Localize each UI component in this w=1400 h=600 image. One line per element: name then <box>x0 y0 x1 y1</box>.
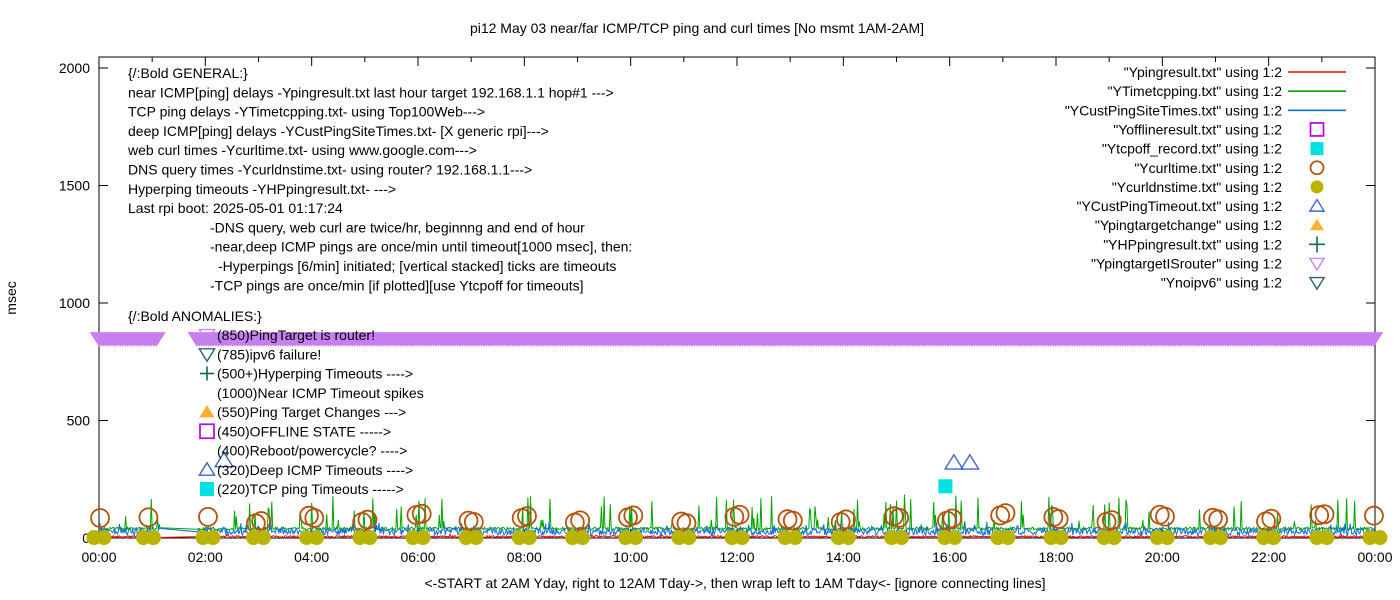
y-tick-label: 1000 <box>59 295 90 311</box>
anomaly-line: (450)OFFLINE STATE -----> <box>217 423 391 439</box>
x-tick-label: 08:00 <box>507 549 542 565</box>
general-line: web curl times -Ycurltime.txt- using www… <box>127 142 477 158</box>
legend-label: "Ycurltime.txt" using 1:2 <box>1134 160 1282 176</box>
filled-up-triangle-legend-icon <box>1309 218 1325 231</box>
Ycurldnstime.txt-points <box>86 530 1388 546</box>
chart-title: pi12 May 03 near/far ICMP/TCP ping and c… <box>470 20 924 36</box>
legend: "Ypingresult.txt" using 1:2 "YTimetcpping… <box>1065 64 1346 291</box>
x-tick-label: 00:00 <box>81 549 116 565</box>
open-up-triangle-legend-icon <box>1308 198 1326 212</box>
y-axis-title: msec <box>3 281 19 314</box>
x-tick-label: 10:00 <box>613 549 648 565</box>
legend-label: "YTimetcpping.txt" using 1:2 <box>1108 83 1283 99</box>
plus-legend-icon <box>1309 236 1325 253</box>
legend-label: "Yofflineresult.txt" using 1:2 <box>1113 121 1282 137</box>
anomaly-line: (220)TCP ping Timeouts -----> <box>217 481 404 497</box>
general-header: {/:Bold GENERAL:} <box>128 65 248 81</box>
x-tick-label: 04:00 <box>294 549 329 565</box>
anomalies-header: {/:Bold ANOMALIES:} <box>128 308 262 324</box>
x-tick-label: 22:00 <box>1251 549 1286 565</box>
YCustPingTimeout.txt-points <box>213 451 980 470</box>
legend-label: "YHPpingresult.txt" using 1:2 <box>1103 236 1282 252</box>
legend-label: "Ycurldnstime.txt" using 1:2 <box>1112 179 1282 195</box>
anomaly-line: (400)Reboot/powercycle? ----> <box>217 443 407 459</box>
legend-label: "Ytcpoff_record.txt" using 1:2 <box>1102 141 1282 157</box>
filled-square-legend-icon <box>1310 142 1324 156</box>
router-target-band <box>89 332 1384 347</box>
general-line: DNS query times -Ycurldnstime.txt- using… <box>128 162 532 178</box>
x-tick-label: 06:00 <box>400 549 435 565</box>
y-tick-label: 2000 <box>59 60 90 76</box>
open-down-triangle-legend-icon <box>1308 257 1326 272</box>
y-tick-label: 1500 <box>59 178 90 194</box>
general-line: near ICMP[ping] delays -Ypingresult.txt … <box>128 84 614 100</box>
Ytcpoff_record.txt-points <box>938 479 953 494</box>
general-line: deep ICMP[ping] delays -YCustPingSiteTim… <box>128 123 549 139</box>
legend-label: "Ynoipv6" using 1:2 <box>1161 275 1282 291</box>
x-tick-label: 02:00 <box>188 549 223 565</box>
pingtarget-router-band <box>89 332 1384 347</box>
Ycurltime.txt-points <box>90 503 1384 534</box>
general-line: -Hyperpings [6/min] initiated; [vertical… <box>218 258 616 274</box>
y-tick-label: 0 <box>82 530 90 546</box>
x-tick-label: 16:00 <box>932 549 967 565</box>
general-line: -near,deep ICMP pings are once/min until… <box>210 239 632 255</box>
general-line: -DNS query, web curl are twice/hr, begin… <box>210 219 585 235</box>
event-markers <box>86 451 1388 546</box>
anomaly-line: (785)ipv6 failure! <box>217 346 321 362</box>
y-tick-label: 500 <box>67 413 91 429</box>
legend-label: "YCustPingSiteTimes.txt" using 1:2 <box>1065 102 1282 118</box>
open-circle-legend-icon <box>1309 160 1325 176</box>
anomaly-line: (320)Deep ICMP Timeouts ----> <box>217 462 413 478</box>
x-tick-label: 20:00 <box>1145 549 1180 565</box>
filled-circle-legend-icon <box>1310 180 1324 194</box>
general-line: Hyperping timeouts -YHPpingresult.txt- -… <box>128 181 396 197</box>
anomaly-line: (550)Ping Target Changes ---> <box>217 404 406 420</box>
anomaly-line: (1000)Near ICMP Timeout spikes <box>217 385 424 401</box>
legend-label: "Ypingtargetchange" using 1:2 <box>1095 217 1282 233</box>
general-line: -TCP pings are once/min [if plotted][use… <box>210 277 584 293</box>
legend-label: "YCustPingTimeout.txt" using 1:2 <box>1076 198 1282 214</box>
anomaly-line: (500+)Hyperping Timeouts ----> <box>217 366 413 382</box>
annotation-text: {/:Bold GENERAL:} near ICMP[ping] delays … <box>127 65 632 497</box>
x-tick-label: 18:00 <box>1038 549 1073 565</box>
legend-label: "YpingtargetISrouter" using 1:2 <box>1091 256 1282 272</box>
general-line: TCP ping delays -YTimetcpping.txt- using… <box>128 104 485 120</box>
x-axis-title: <-START at 2AM Yday, right to 12AM Tday-… <box>424 575 1045 591</box>
x-tick-label: 14:00 <box>826 549 861 565</box>
open-down-triangle-legend-icon <box>1308 276 1326 291</box>
anomaly-line: (850)PingTarget is router! <box>217 327 375 343</box>
legend-label: "Ypingresult.txt" using 1:2 <box>1124 64 1283 80</box>
general-line: Last rpi boot: 2025-05-01 01:17:24 <box>128 200 343 216</box>
x-tick-label: 12:00 <box>719 549 754 565</box>
x-tick-label: 00:00 <box>1357 549 1392 565</box>
open-square-legend-icon <box>1309 122 1325 137</box>
